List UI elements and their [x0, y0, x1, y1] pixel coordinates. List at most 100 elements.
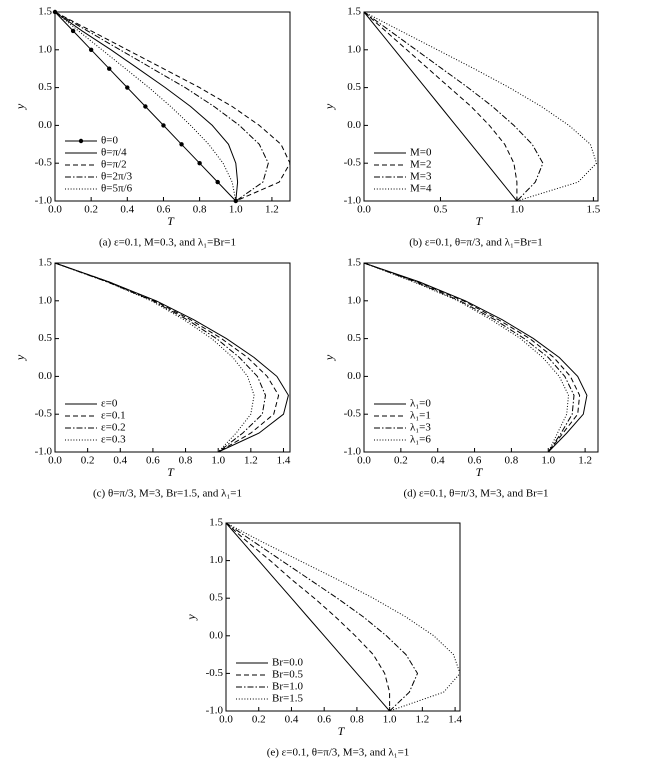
x-tick-label: 1.0: [383, 714, 397, 726]
y-tick-label: 0.0: [347, 370, 361, 382]
legend-label: ε=0.3: [101, 434, 126, 446]
x-tick-label: 0.8: [193, 204, 207, 216]
legend-label: λ₁=0: [410, 398, 431, 410]
legend-label: θ=π/2: [101, 159, 127, 171]
curve: [363, 262, 575, 453]
y-tick-label: 1.0: [347, 43, 361, 55]
x-tick-label: 1.2: [265, 204, 279, 216]
x-tick-label: 1.4: [277, 455, 291, 467]
curve: [54, 262, 280, 453]
x-axis-label: T: [167, 465, 175, 479]
panel: 0.0 0.2 0.4 0.6 0.8 1.0 1.2 1.5 1.0 0.5 0.0 -0.5 -1.…: [13, 6, 291, 249]
y-tick-label: 0.0: [38, 119, 52, 131]
y-tick-label: 1.5: [38, 6, 52, 18]
x-tick-label: 0.4: [431, 455, 445, 467]
legend-label: λ₁=3: [410, 422, 431, 434]
curve: [363, 262, 570, 453]
curve: [225, 522, 419, 712]
x-tick-label: 0.6: [157, 204, 171, 216]
x-tick-label: 0.2: [84, 204, 98, 216]
curve: [363, 11, 598, 202]
y-tick-label: 0.0: [347, 119, 361, 131]
x-tick-label: 1.2: [415, 714, 429, 726]
curve: [225, 522, 391, 711]
x-tick-label: 0.0: [219, 714, 233, 726]
legend-label: θ=π/4: [101, 147, 127, 159]
curve: [363, 11, 518, 201]
plot-frame: [363, 11, 599, 202]
caption: (c) θ=π/3, M=3, Br=1.5, and λ₁=1: [93, 488, 242, 500]
x-tick-label: 1.0: [211, 455, 225, 467]
caption: (b) ε=0.1, θ=π/3, and λ₁=Br=1: [409, 237, 542, 249]
x-tick-label: 1.0: [510, 204, 524, 216]
y-tick-label: -1.0: [344, 195, 362, 207]
y-tick-label: 1.5: [209, 517, 223, 529]
x-tick-label: 0.4: [285, 714, 299, 726]
curve: [363, 11, 544, 202]
x-tick-label: 0.0: [357, 204, 371, 216]
legend-label: Br=1.0: [272, 681, 303, 693]
y-tick-label: 0.5: [38, 81, 52, 93]
y-tick-label: 0.0: [38, 370, 52, 382]
legend-label: Br=0.0: [272, 657, 303, 669]
x-tick-label: 0.4: [113, 455, 127, 467]
x-tick-label: 0.4: [120, 204, 134, 216]
legend-label: M=0: [410, 147, 432, 159]
y-tick-label: 0.5: [209, 592, 223, 604]
curve: [363, 11, 518, 202]
marker: [215, 179, 220, 185]
plot-frame: [363, 262, 599, 453]
curve: [54, 262, 255, 453]
curve: [54, 11, 269, 202]
caption: (e) ε=0.1, θ=π/3, M=3, and λ₁=1: [267, 747, 410, 759]
y-axis-label: y: [13, 354, 27, 361]
x-tick-label: 0.8: [505, 455, 519, 467]
curve: [225, 522, 461, 712]
y-tick-label: -1.0: [35, 195, 53, 207]
panel: 0.0 0.2 0.4 0.6 0.8 1.0 1.2 1.4 1.5 1.0 0.5 0.0 -0.5…: [184, 517, 463, 759]
x-tick-label: 1.2: [578, 455, 592, 467]
legend-label: ε=0.1: [101, 410, 126, 422]
curve: [363, 262, 581, 453]
marker: [143, 104, 148, 109]
legend-label: Br=1.5: [272, 693, 303, 705]
y-tick-label: -0.5: [344, 157, 362, 169]
x-tick-label: 1.2: [244, 455, 258, 467]
y-tick-label: 1.5: [347, 257, 361, 269]
caption: (d) ε=0.1, θ=π/3, M=3, and Br=1: [403, 488, 548, 500]
y-tick-label: 1.0: [209, 554, 223, 566]
plot-frame: [225, 522, 461, 712]
y-tick-label: -1.0: [206, 705, 224, 717]
legend-label: θ=0: [101, 135, 118, 147]
marker: [125, 85, 130, 90]
x-axis-label: T: [167, 214, 175, 228]
y-axis-label: y: [322, 103, 336, 110]
y-axis-label: y: [322, 354, 336, 361]
y-tick-label: -0.5: [344, 408, 362, 420]
legend-marker: [78, 138, 84, 144]
y-tick-label: 0.5: [347, 332, 361, 344]
x-tick-label: 1.0: [229, 204, 243, 216]
curve: [54, 11, 291, 202]
y-tick-label: -1.0: [35, 446, 53, 458]
plot-frame: [54, 11, 291, 202]
y-axis-label: y: [13, 103, 27, 110]
curve: [54, 11, 239, 202]
x-tick-label: 0.2: [81, 455, 95, 467]
y-tick-label: 1.0: [38, 43, 52, 55]
x-tick-label: 0.0: [48, 455, 62, 467]
x-axis-label: T: [476, 465, 484, 479]
y-tick-label: 1.5: [38, 257, 52, 269]
curve: [225, 522, 390, 712]
x-tick-label: 1.0: [541, 455, 555, 467]
y-tick-label: 0.5: [347, 81, 361, 93]
curve: [363, 262, 588, 453]
x-tick-label: 1.5: [587, 204, 601, 216]
legend-label: θ=5π/6: [101, 183, 133, 195]
legend-label: M=3: [410, 171, 432, 183]
y-tick-label: -0.5: [35, 408, 53, 420]
x-tick-label: 0.2: [394, 455, 408, 467]
panel: 0.0 0.5 1.0 1.5 1.5 1.0 0.5 0.0 -0.5 -1.0 Ty (b) ε=…: [322, 6, 601, 249]
legend-label: ε=0: [101, 398, 118, 410]
